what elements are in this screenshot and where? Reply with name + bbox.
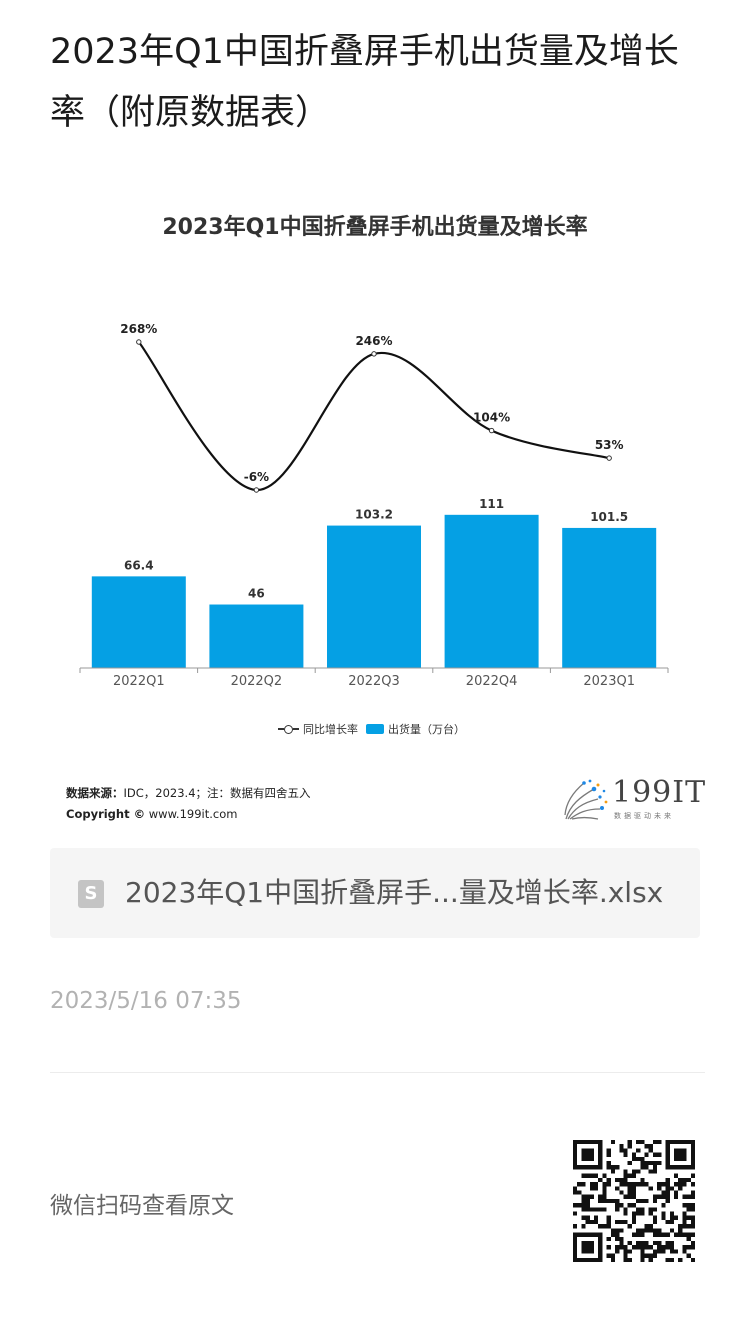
attachment-name: 2023年Q1中国折叠屏手...量及增长率.xlsx (125, 876, 664, 909)
bar-value-label: 66.4 (124, 558, 154, 572)
bar-value-label: 101.5 (590, 510, 628, 524)
bar-value-label: 111 (479, 497, 504, 511)
bar-2022Q2 (209, 604, 304, 668)
x-tick-label: 2023Q1 (583, 674, 635, 689)
growth-point (253, 487, 260, 493)
copyright-label: Copyright © (66, 807, 146, 821)
growth-rate-line (137, 341, 610, 492)
line-marker-icon (278, 724, 299, 734)
qr-code-icon[interactable] (573, 1140, 695, 1262)
legend-item-shipments: 出货量（万台） (366, 721, 465, 737)
brand-logo: 199IT 数据驱动未来 (560, 775, 705, 825)
growth-point (488, 427, 495, 434)
article-title: 2023年Q1中国折叠屏手机出货量及增长率（附原数据表） (50, 32, 679, 133)
copyright-site: www.199it.com (148, 807, 238, 821)
growth-value-label: -6% (244, 470, 269, 484)
chart-image: 2023年Q1中国折叠屏手机出货量及增长率 66.4 46 103.2 111 101.… (50, 195, 705, 835)
bar-2022Q4 (444, 514, 539, 668)
logo-subtitle: 数据驱动未来 (614, 812, 674, 820)
logo-text: 199IT (612, 775, 707, 810)
bar-value-label: 46 (248, 587, 265, 601)
bar-2023Q1 (562, 527, 657, 668)
legend-label-growth: 同比增长率 (303, 723, 358, 736)
growth-value-label: 53% (595, 438, 624, 452)
bar-2022Q3 (327, 525, 421, 668)
growth-point (606, 455, 612, 461)
bar-2022Q1 (91, 576, 186, 668)
x-tick-label: 2022Q2 (231, 674, 283, 689)
bar-swatch-icon (366, 724, 384, 734)
source-label: 数据来源： (66, 786, 124, 800)
attachment-card[interactable]: S 2023年Q1中国折叠屏手...量及增长率.xlsx (50, 848, 700, 938)
growth-point (371, 351, 377, 357)
spreadsheet-file-icon: S (78, 880, 104, 908)
qr-caption: 微信扫码查看原文 (50, 1193, 234, 1219)
chart-source: 数据来源：IDC，2023.4；注：数据有四舍五入 Copyright © ww… (66, 783, 311, 825)
growth-value-label: 268% (120, 322, 157, 336)
bar-value-label: 103.2 (355, 508, 393, 522)
divider (50, 1072, 705, 1073)
chart-legend: 同比增长率 出货量（万台） (278, 721, 465, 737)
chart-title: 2023年Q1中国折叠屏手机出货量及增长率 (162, 215, 588, 240)
x-tick-label: 2022Q1 (113, 674, 165, 689)
growth-value-label: 246% (355, 334, 392, 348)
logo-burst-icon (564, 779, 608, 820)
chart-plot: 66.4 46 103.2 111 101.5 2022Q1 2022Q2 2022Q3 202… (79, 322, 669, 689)
growth-value-label: 104% (473, 411, 510, 425)
x-tick-label: 2022Q3 (348, 674, 400, 689)
legend-item-growth: 同比增长率 (278, 721, 358, 737)
source-text: IDC，2023.4；注：数据有四舍五入 (123, 786, 311, 800)
growth-point (136, 339, 142, 345)
legend-label-shipments: 出货量（万台） (388, 723, 465, 736)
publish-timestamp: 2023/5/16 07:35 (50, 988, 242, 1014)
x-tick-label: 2022Q4 (466, 674, 518, 689)
